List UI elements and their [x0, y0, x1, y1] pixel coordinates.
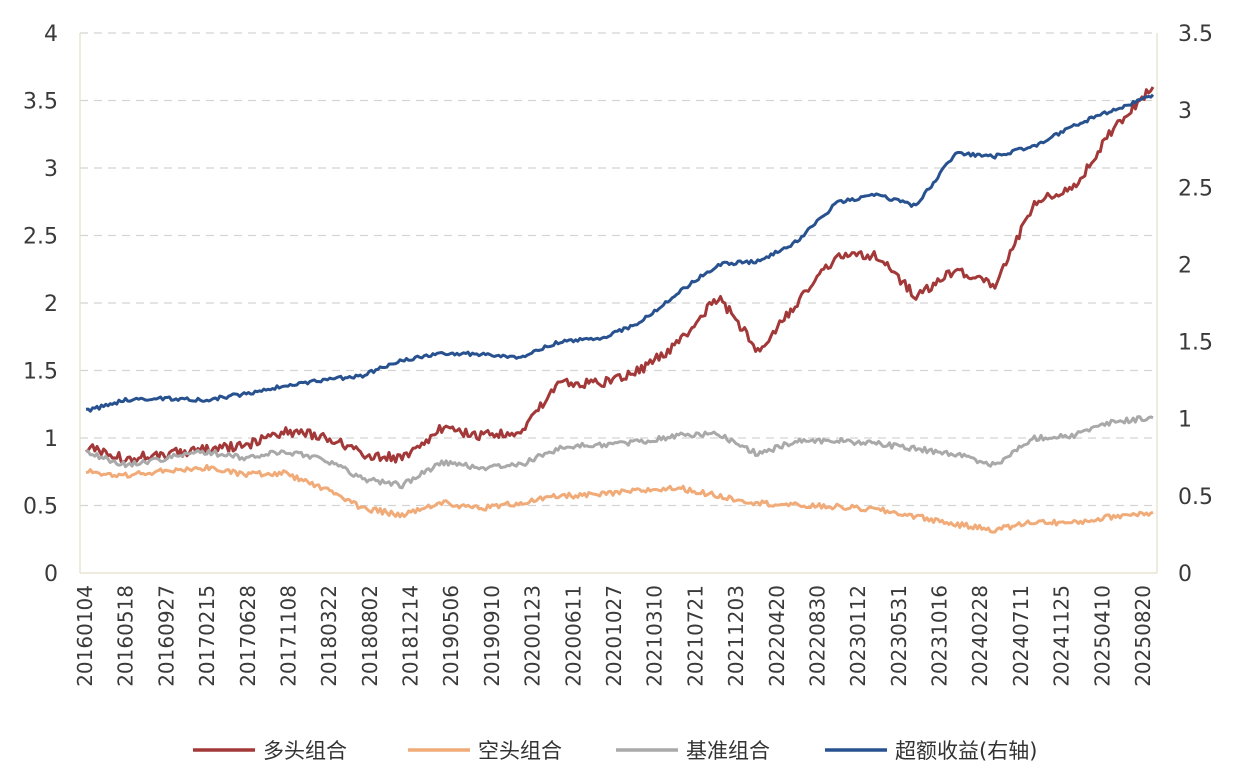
- x-tick-label: 20160518: [114, 585, 138, 687]
- x-tick-label: 20210310: [643, 585, 667, 687]
- x-tick-label: 20200123: [521, 585, 545, 687]
- x-tick-label: 20240228: [968, 585, 992, 687]
- legend: 多头组合 空头组合 基准组合 超额收益(右轴): [193, 739, 1037, 763]
- y-right-tick-label: 0.5: [1178, 485, 1213, 510]
- axes: 0 0.5 1 1.5 2 2.5 3 3.5 4 0 0.5 1 1.5 2 2.5 3 3.5 2016010…: [23, 22, 1213, 687]
- x-tick-label: 20231016: [928, 585, 952, 687]
- legend-label: 空头组合: [478, 739, 562, 763]
- x-tick-label: 20180322: [317, 585, 341, 687]
- y-left-tick-label: 2: [44, 292, 58, 317]
- x-tick-label: 20200611: [561, 585, 585, 687]
- x-tick-label: 20170215: [195, 585, 219, 687]
- x-tick-label: 20230531: [887, 585, 911, 687]
- series-line-0: [85, 86, 1155, 464]
- x-tick-label: 20211203: [724, 585, 748, 687]
- x-tick-label: 20171108: [276, 585, 300, 687]
- x-tick-label: 20181214: [399, 585, 423, 687]
- x-tick-label: 20250820: [1131, 585, 1155, 687]
- y-left-tick-label: 0.5: [23, 495, 58, 520]
- gridlines: [80, 32, 1157, 507]
- y-left-tick-label: 4: [44, 22, 58, 47]
- y-right-tick-label: 2: [1178, 253, 1192, 278]
- y-left-tick-label: 2.5: [23, 225, 58, 250]
- x-tick-label: 20210721: [683, 585, 707, 687]
- y-right-tick-label: 3: [1178, 99, 1192, 124]
- x-tick-label: 20241125: [1050, 585, 1074, 687]
- x-tick-label: 20220830: [805, 585, 829, 687]
- series-line-1: [85, 463, 1154, 534]
- y-right-tick-label: 3.5: [1178, 22, 1213, 47]
- legend-label: 多头组合: [263, 739, 347, 763]
- x-tick-label: 20160927: [154, 585, 178, 687]
- y-left-tick-label: 3: [44, 157, 58, 182]
- x-tick-label: 20190506: [439, 585, 463, 687]
- y-right-tick-label: 2.5: [1178, 176, 1213, 201]
- series-line-3: [85, 93, 1155, 413]
- x-tick-label: 20250410: [1090, 585, 1114, 687]
- legend-label: 超额收益(右轴): [895, 739, 1037, 763]
- y-left-tick-label: 1.5: [23, 360, 58, 385]
- x-tick-label: 20160104: [73, 585, 97, 687]
- x-tick-label: 20230112: [846, 585, 870, 687]
- legend-label: 基准组合: [686, 739, 770, 763]
- x-tick-label: 20240711: [1009, 585, 1033, 687]
- y-left-tick-label: 3.5: [23, 90, 58, 115]
- series-lines: [85, 86, 1155, 534]
- y-right-tick-label: 0: [1178, 562, 1192, 587]
- x-tick-label: 20180802: [358, 585, 382, 687]
- y-left-tick-label: 1: [44, 427, 58, 452]
- series-line-2: [85, 415, 1154, 490]
- y-right-tick-label: 1: [1178, 408, 1192, 433]
- x-tick-label: 20170628: [236, 585, 260, 687]
- y-right-tick-label: 1.5: [1178, 331, 1213, 356]
- y-left-tick-label: 0: [44, 562, 58, 587]
- x-tick-label: 20220420: [765, 585, 789, 687]
- x-tick-label: 20190910: [480, 585, 504, 687]
- x-tick-label: 20201027: [602, 585, 626, 687]
